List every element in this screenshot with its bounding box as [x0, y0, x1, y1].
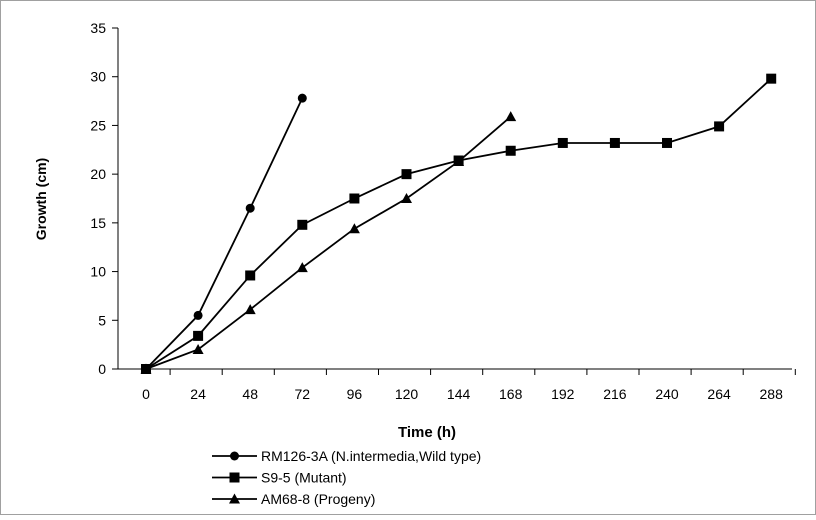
y-tick-label: 0 [98, 361, 106, 377]
data-point-circle [297, 93, 307, 103]
data-point-square [349, 193, 360, 204]
y-tick-label: 25 [90, 117, 106, 133]
y-axis-label: Growth (cm) [33, 158, 49, 240]
data-point-square [557, 137, 568, 148]
legend-label: RM126-3A (N.intermedia,Wild type) [261, 448, 481, 464]
x-tick-label: 120 [395, 386, 419, 402]
data-point-square [401, 169, 412, 180]
legend: RM126-3A (N.intermedia,Wild type) S9-5 (M… [212, 448, 481, 507]
data-point-square [245, 270, 256, 281]
series-layer [140, 73, 777, 374]
data-point-circle [245, 203, 255, 213]
data-point-square [714, 121, 725, 132]
data-point-triangle [453, 155, 465, 166]
data-point-triangle [140, 363, 152, 374]
legend-item: S9-5 (Mutant) [212, 470, 347, 486]
x-tick-label: 264 [707, 386, 731, 402]
y-tick-label: 30 [90, 69, 106, 85]
x-tick-label: 192 [551, 386, 575, 402]
series-triangle [140, 111, 517, 374]
series-line [145, 115, 512, 370]
data-point-triangle [505, 111, 517, 122]
data-point-triangle [244, 304, 256, 315]
data-point-square [766, 73, 777, 84]
y-axis-ticks: 0 5 10 15 20 25 30 35 [90, 20, 118, 377]
data-point-circle [193, 310, 203, 320]
x-tick-label: 48 [242, 386, 258, 402]
legend-item: RM126-3A (N.intermedia,Wild type) [212, 448, 481, 464]
series-line [145, 97, 304, 370]
y-tick-label: 15 [90, 215, 106, 231]
data-point-square [609, 137, 620, 148]
legend-label: S9-5 (Mutant) [261, 470, 347, 486]
data-point-square [193, 330, 204, 341]
legend-label: AM68-8 (Progeny) [261, 491, 375, 507]
legend-marker-triangle [229, 493, 240, 504]
x-tick-label: 72 [295, 386, 311, 402]
x-axis-ticks: 0 24 48 72 96 120 144 168 192 216 240 264 288 [142, 369, 796, 402]
x-axis-label: Time (h) [398, 424, 456, 441]
y-tick-label: 5 [98, 312, 106, 328]
x-tick-label: 144 [447, 386, 471, 402]
legend-item: AM68-8 (Progeny) [212, 491, 375, 507]
data-point-square [505, 145, 516, 156]
legend-marker-square [229, 472, 240, 483]
x-tick-label: 168 [499, 386, 523, 402]
y-tick-label: 35 [90, 20, 106, 36]
data-point-triangle [296, 262, 308, 273]
legend-marker-circle [230, 451, 239, 461]
x-tick-label: 96 [347, 386, 363, 402]
x-tick-label: 240 [655, 386, 679, 402]
x-tick-label: 288 [760, 386, 784, 402]
y-tick-label: 20 [90, 166, 106, 182]
x-tick-label: 24 [190, 386, 206, 402]
data-point-square [662, 137, 672, 148]
data-point-square [297, 219, 308, 230]
y-tick-label: 10 [90, 264, 106, 280]
x-tick-label: 0 [142, 386, 150, 402]
data-point-triangle [401, 193, 412, 203]
data-point-triangle [192, 344, 204, 355]
data-point-triangle [348, 223, 360, 234]
x-tick-label: 216 [603, 386, 627, 402]
